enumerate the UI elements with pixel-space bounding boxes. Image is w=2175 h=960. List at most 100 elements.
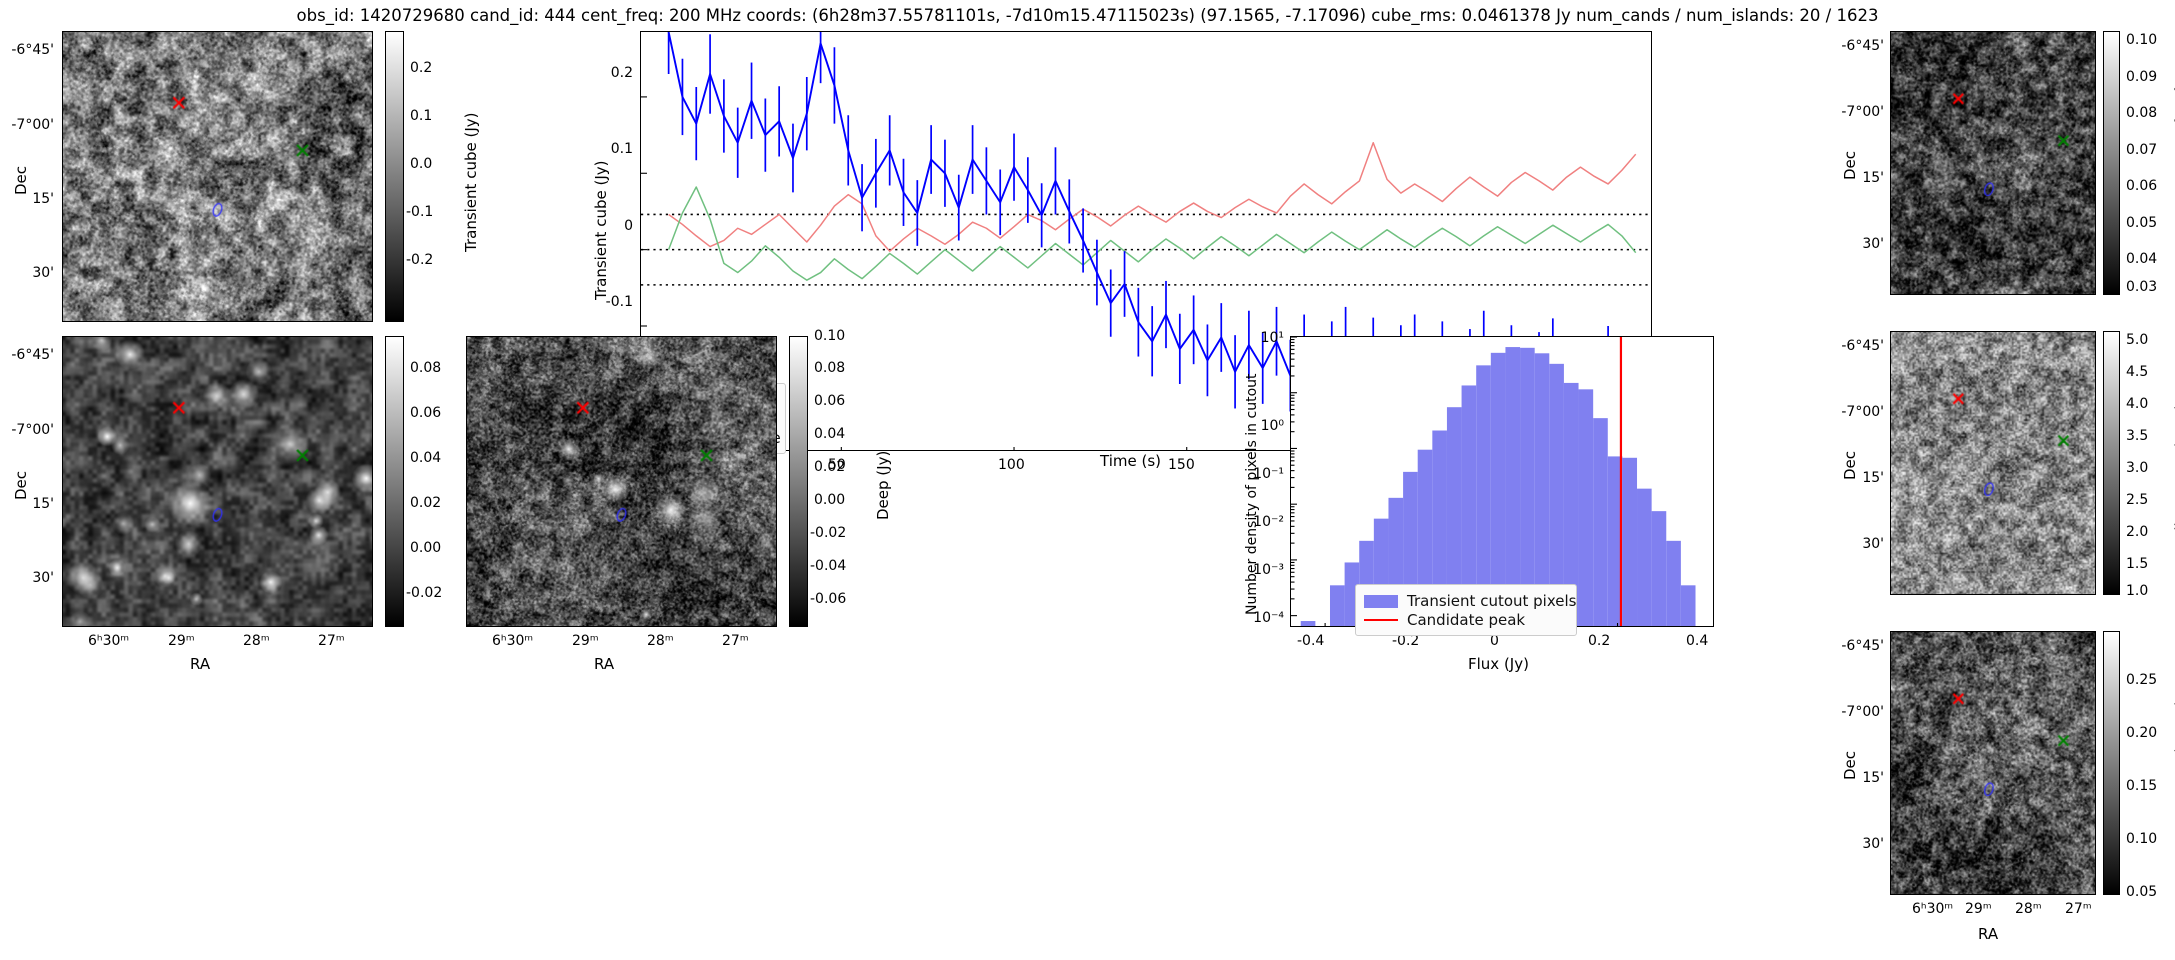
histogram-ytick-2: 10⁻² (1253, 514, 1284, 530)
tcg-xlabel: RA (1978, 925, 1999, 943)
spike-cbtick-1: 4.5 (2126, 364, 2149, 380)
gleam-ytick-3: 30' (32, 570, 54, 586)
lightcurve-ytick-1: 0.1 (610, 141, 633, 157)
transient-cube-cbtick-1: 0.1 (410, 108, 433, 124)
rms-colorbar-gradient (2104, 32, 2119, 294)
histogram-xtick-3: 0.2 (1588, 633, 1611, 649)
deep-xtick-1: 29ᵐ (572, 633, 599, 649)
lightcurve-xlabel: Time (s) (1100, 452, 1161, 470)
tcg-ytick-2: 15' (1862, 770, 1884, 786)
gleam-xtick-0: 6ʰ30ᵐ (88, 633, 130, 649)
histogram-ylabel: Number density of pixels in cutout (1244, 373, 1260, 616)
deep-cbtick-6: -0.02 (810, 525, 847, 541)
gleam-ytick-2: 15' (32, 496, 54, 512)
tcg-xtick-2: 28ᵐ (2015, 901, 2042, 917)
spike-cbtick-7: 1.5 (2126, 556, 2149, 572)
deep-cbtick-2: 0.06 (814, 393, 846, 409)
legend-label-candidate-peak: Candidate peak (1407, 610, 1526, 629)
histogram-ytick-4: 10⁰ (1260, 418, 1284, 434)
lightcurve-ytick-0: 0.2 (610, 65, 633, 81)
legend-item-cutout-pixels[interactable]: Transient cutout pixels (1364, 591, 1576, 610)
spike-cbtick-5: 2.5 (2126, 492, 2149, 508)
deep-sky-canvas (467, 337, 776, 626)
deep-colorbar[interactable] (789, 336, 808, 627)
histogram-ytick-0: 10⁻⁴ (1253, 610, 1284, 626)
gleam-cbtick-2: 0.04 (410, 450, 442, 466)
histogram-xlabel: Flux (Jy) (1468, 655, 1529, 673)
lightcurve-xtick-1: 50 (828, 457, 846, 473)
rms-image-panel[interactable] (1890, 31, 2096, 295)
transient-cube-colorbar-gradient (386, 32, 403, 321)
gleam-xtick-1: 29ᵐ (168, 633, 195, 649)
gleam-colorbar[interactable] (385, 336, 404, 627)
gleam-cbtick-0: 0.08 (410, 360, 442, 376)
gleam-image-panel[interactable] (62, 336, 373, 627)
rms-colorbar[interactable] (2103, 31, 2120, 295)
rms-cbtick-4: 0.06 (2126, 178, 2158, 194)
transient-cube-ytick-0: -6°45' (11, 42, 54, 58)
deep-xlabel: RA (594, 655, 615, 673)
deep-xtick-3: 27ᵐ (722, 633, 749, 649)
tcg-colorbar[interactable] (2103, 631, 2120, 895)
transient-cube-colorbar[interactable] (385, 31, 404, 322)
deep-cbtick-7: -0.04 (810, 558, 847, 574)
lightcurve-ytick-2: 0 (624, 218, 633, 234)
tcg-xtick-1: 29ᵐ (1965, 901, 1992, 917)
deep-cbtick-3: 0.04 (814, 426, 846, 442)
page-title: obs_id: 1420729680 cand_id: 444 cent_fre… (296, 6, 1879, 25)
rms-cbtick-1: 0.09 (2126, 69, 2158, 85)
tcg-xtick-3: 27ᵐ (2065, 901, 2092, 917)
spike-cbtick-0: 5.0 (2126, 332, 2149, 348)
histogram-ytick-5: 10¹ (1260, 330, 1284, 346)
gleam-cbtick-4: 0.00 (410, 540, 442, 556)
legend-item-candidate-peak[interactable]: Candidate peak (1364, 610, 1568, 629)
legend-label-cutout-pixels: Transient cutout pixels (1407, 591, 1577, 610)
deep-cbtick-0: 0.10 (814, 328, 846, 344)
histogram-legend[interactable]: Transient cutout pixels Candidate peak (1355, 584, 1577, 636)
gleam-cbtick-5: -0.02 (406, 585, 443, 601)
tcg-colorbar-gradient (2104, 632, 2119, 894)
gleam-cbtick-3: 0.02 (410, 495, 442, 511)
spike-cbtick-6: 2.0 (2126, 524, 2149, 540)
transient-cube-image-panel[interactable] (62, 31, 373, 322)
gleam-ytick-0: -6°45' (11, 347, 54, 363)
gleam-ytick-1: -7°00' (11, 422, 54, 438)
tcg-cbtick-1: 0.20 (2126, 725, 2158, 741)
deep-cbtick-8: -0.06 (810, 591, 847, 607)
rms-ytick-1: -7°00' (1841, 104, 1884, 120)
lightcurve-xtick-2: 100 (998, 457, 1025, 473)
lightcurve-ytick-3: -0.1 (605, 294, 633, 310)
spike-colorbar[interactable] (2103, 331, 2120, 595)
rms-cbtick-0: 0.10 (2126, 32, 2158, 48)
rms-ytick-0: -6°45' (1841, 38, 1884, 54)
histogram-xtick-2: 0 (1490, 633, 1499, 649)
gleam-xlabel: RA (190, 655, 211, 673)
transient-cube-cbtick-3: -0.1 (406, 204, 434, 220)
spike-ytick-2: 15' (1862, 470, 1884, 486)
rms-sky-canvas (1891, 32, 2095, 294)
flux-histogram-panel[interactable] (1290, 336, 1714, 627)
deep-xtick-2: 28ᵐ (647, 633, 674, 649)
tcg-cbtick-3: 0.10 (2126, 831, 2158, 847)
deep-image-panel[interactable] (466, 336, 777, 627)
rms-cbtick-6: 0.04 (2126, 251, 2158, 267)
transient-cube-colorbar-label: Transient cube (Jy) (462, 112, 480, 252)
histogram-xtick-0: -0.4 (1297, 633, 1325, 649)
spike-cbtick-2: 4.0 (2126, 396, 2149, 412)
spike-image-panel[interactable] (1890, 331, 2096, 595)
spike-ytick-3: 30' (1862, 536, 1884, 552)
gleam-xtick-2: 28ᵐ (243, 633, 270, 649)
transient-cube-ytick-3: 30' (32, 265, 54, 281)
tcg-image-panel[interactable] (1890, 631, 2096, 895)
lightcurve-xtick-3: 150 (1168, 457, 1195, 473)
transient-cube-cbtick-2: 0.0 (410, 156, 433, 172)
cutout-pixels-patch-swatch (1364, 594, 1398, 608)
tcg-ytick-3: 30' (1862, 836, 1884, 852)
lightcurve-panel[interactable] (640, 31, 1652, 451)
transient-cube-sky-canvas (63, 32, 372, 321)
histogram-ytick-3: 10⁻¹ (1253, 466, 1284, 482)
spike-cbtick-4: 3.0 (2126, 460, 2149, 476)
histogram-xtick-4: 0.4 (1686, 633, 1709, 649)
deep-cbtick-4: 0.02 (814, 459, 846, 475)
